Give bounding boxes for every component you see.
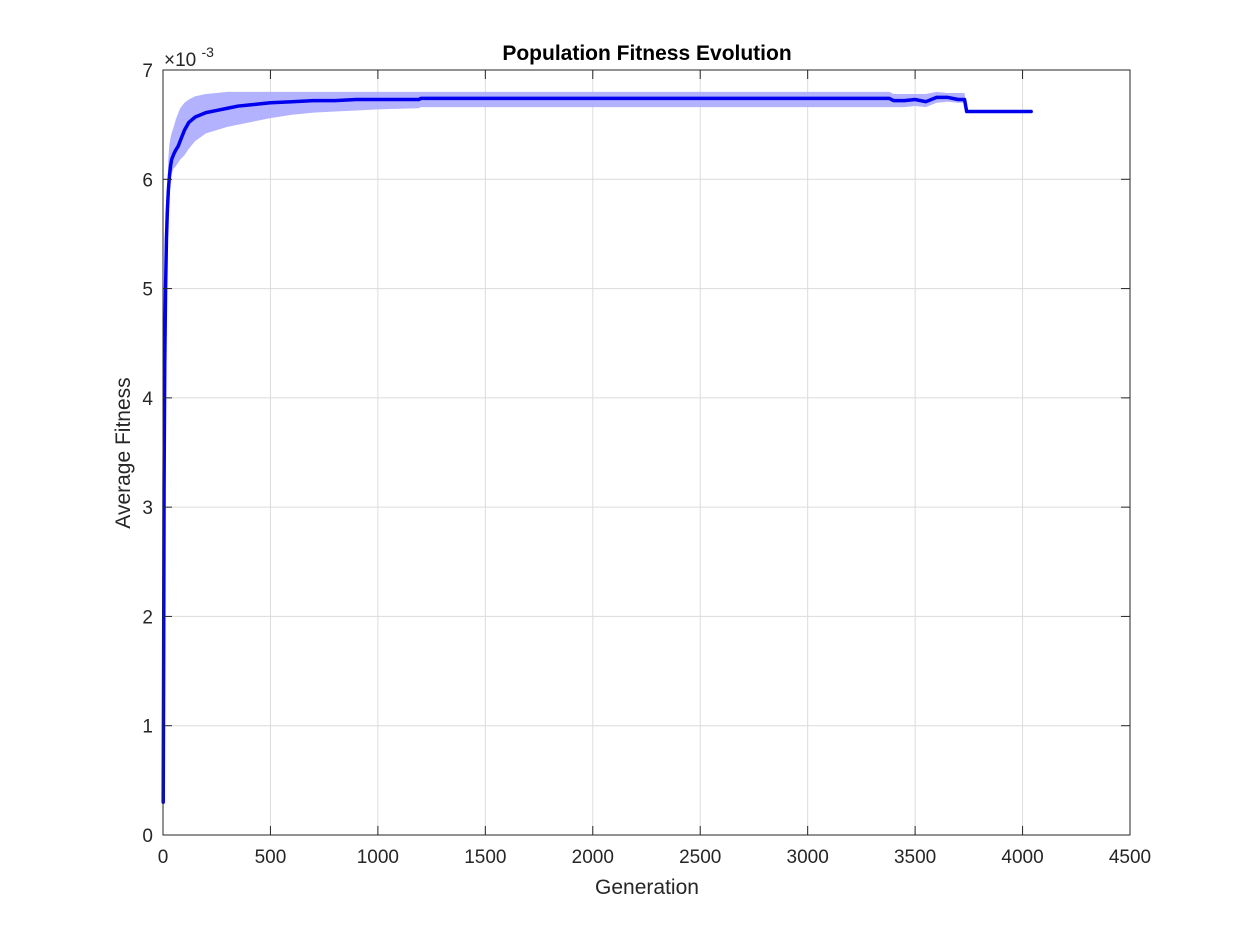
x-tick-label: 500: [255, 847, 287, 868]
y-tick-labels: 0 1 2 3 4 5 6 7: [142, 61, 153, 847]
x-tick-label: 0: [158, 847, 169, 868]
y-tick-label: 7: [142, 61, 153, 82]
confidence-band-layer: [163, 91, 1032, 803]
y-tick-label: 4: [142, 389, 153, 410]
y-tick-label: 0: [142, 826, 153, 847]
x-tick-label: 1500: [464, 847, 506, 868]
x-tick-label: 2000: [572, 847, 614, 868]
y-tick-label: 6: [142, 170, 153, 191]
x-tick-label: 1000: [357, 847, 399, 868]
y-tick-label: 1: [142, 717, 153, 738]
x-tick-labels: 0 500 1000 1500 2000 2500 3000 3500 4000 4500: [158, 847, 1151, 868]
plot-frame: [162, 69, 1131, 836]
y-tick-label: 3: [142, 498, 153, 519]
grid-lines: [162, 69, 1131, 836]
y-tick-label: 2: [142, 607, 153, 628]
y-exponent-label: ×10 -3: [164, 44, 214, 71]
y-tick-label: 5: [142, 280, 153, 301]
x-tick-label: 4000: [1001, 847, 1043, 868]
x-tick-label: 4500: [1109, 847, 1151, 868]
x-tick-label: 3000: [787, 847, 829, 868]
axes-frame: [162, 69, 1131, 836]
x-tick-label: 3500: [894, 847, 936, 868]
y-exponent-prefix: ×10: [164, 50, 196, 71]
average-fitness-line: [161, 95, 1033, 804]
y-axis-label: Average Fitness: [112, 377, 135, 528]
confidence-band: [163, 91, 1032, 803]
y-exponent-power: -3: [202, 44, 215, 60]
chart-title: Population Fitness Evolution: [502, 42, 791, 65]
x-tick-label: 2500: [679, 847, 721, 868]
series-line-layer: [161, 95, 1033, 804]
x-axis-label: Generation: [595, 876, 699, 899]
